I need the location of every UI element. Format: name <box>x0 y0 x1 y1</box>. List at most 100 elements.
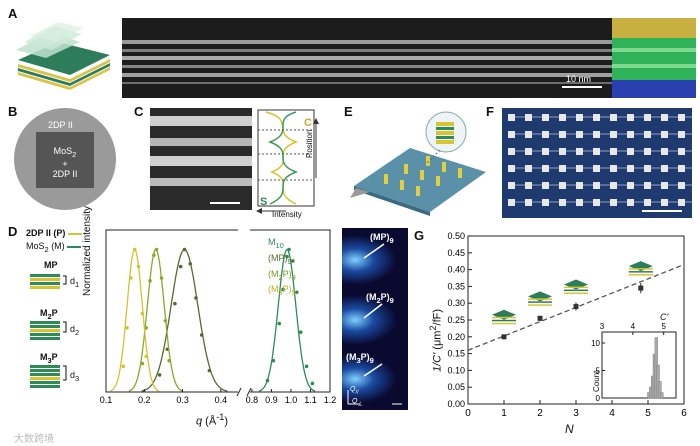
gisaxs-column: (MP)9 (M2P)9 (M3P)9 Q// Q⊥ <box>342 228 408 410</box>
panel-label-d: D <box>8 224 18 239</box>
device-pad <box>644 131 651 138</box>
device-pad <box>525 148 532 155</box>
xrd-tick-label: 1.2 <box>324 395 337 405</box>
device-pad <box>576 114 583 121</box>
axis-break-top <box>238 226 250 234</box>
inset-xtick-label: 4 <box>631 322 636 331</box>
xrd-curve <box>128 248 183 392</box>
device-pad <box>542 199 549 206</box>
xrd-ylabel: Normalized intensity <box>82 205 93 296</box>
xrd-data-point <box>129 276 133 280</box>
device-pad <box>661 148 668 155</box>
g-xtick-label: 4 <box>609 408 615 419</box>
device-pad <box>576 199 583 206</box>
g-xtick-label: 5 <box>645 408 651 419</box>
scale-bar-label: 10 nm <box>566 74 592 84</box>
gisaxs-image-1 <box>342 228 408 286</box>
device-pad <box>661 114 668 121</box>
qpar-label: Q// <box>350 386 359 396</box>
axis-break-mark <box>236 387 242 397</box>
label-s-green: S <box>260 196 268 208</box>
device-pad <box>559 199 566 206</box>
device-pad <box>525 199 532 206</box>
xrd-tick-label: 0.4 <box>215 395 228 405</box>
tem-cross-section-image: 10 nm <box>122 18 696 98</box>
device-pad <box>678 114 685 121</box>
device-pad <box>610 148 617 155</box>
flexible-device-illustration <box>350 111 486 216</box>
device-pad <box>593 131 600 138</box>
g-ytick-label: 0.50 <box>447 231 465 241</box>
g-xtick-label: 0 <box>465 408 471 419</box>
g-stack-layer <box>528 298 552 300</box>
stack-m3p-label: M3P <box>40 352 58 365</box>
device-pad <box>542 182 549 189</box>
device-pad <box>627 182 634 189</box>
device-pad <box>661 131 668 138</box>
stack-m3p-diagram <box>30 365 67 388</box>
stack-mp-label: MP <box>44 260 58 270</box>
g-data-point <box>537 315 543 321</box>
xrd-data-point <box>194 296 198 300</box>
device-pad <box>576 182 583 189</box>
g-ytick-label: 0.45 <box>447 248 465 258</box>
mos2-square <box>36 132 94 188</box>
wafer-center-label: MoS2 + 2DP II <box>52 146 78 179</box>
xrd-legend: M10 (MP)9 (M2P)9 (M3P)9 <box>268 236 296 299</box>
qperp-label: Q⊥ <box>352 398 363 408</box>
xrd-data-point <box>199 333 204 337</box>
g-data-point <box>638 285 644 291</box>
g-stack-layer <box>628 271 653 273</box>
device-pad <box>525 114 532 121</box>
gisaxs-image-3 <box>342 348 408 410</box>
g-stack-layer <box>628 268 653 270</box>
g-xtick-label: 3 <box>573 408 579 419</box>
device-pad <box>542 165 549 172</box>
device-pad <box>678 182 685 189</box>
axis-break-mark <box>246 387 252 397</box>
panel-label-a: A <box>8 6 18 21</box>
xrd-legend-m3p9: (M3P)9 <box>268 284 296 298</box>
device-pad <box>508 131 515 138</box>
xrd-data-point <box>167 358 171 363</box>
device-pad <box>627 114 634 121</box>
g-stack-icon <box>628 261 653 272</box>
xrd-data-point <box>157 373 162 377</box>
inset-ylabel: Count <box>592 370 601 392</box>
xrd-data-point <box>277 321 282 326</box>
device-pad <box>542 114 549 121</box>
device-pad <box>559 182 566 189</box>
g-ytick-label: 0.20 <box>447 332 465 342</box>
inset-xtick-label: 3 <box>600 322 605 331</box>
stack-m2p-label: M2P <box>40 308 58 321</box>
device-pad <box>644 148 651 155</box>
device-pad <box>661 165 668 172</box>
intensity-profile-plot <box>256 109 319 214</box>
gisaxs-label-1: (MP)9 <box>370 232 394 245</box>
legend-2dp: 2DP II (P) <box>26 228 82 238</box>
g-ytick-label: 0.30 <box>447 298 465 308</box>
xrd-curve <box>258 248 316 392</box>
g-ytick-label: 0.00 <box>447 399 465 409</box>
xrd-data-point <box>148 279 152 283</box>
device-pad <box>644 114 651 121</box>
device-pad <box>593 165 600 172</box>
device-pad <box>542 148 549 155</box>
device-pad <box>559 165 566 172</box>
xrd-data-point <box>207 368 212 373</box>
g-ytick-label: 0.35 <box>447 281 465 291</box>
g-ytick-label: 0.25 <box>447 315 465 325</box>
g-ytick-label: 0.40 <box>447 265 465 275</box>
g-xlabel: N <box>565 422 574 436</box>
xrd-data-point <box>159 276 164 280</box>
device-pad <box>525 165 532 172</box>
axis-position-label: Position <box>305 129 314 158</box>
device-pad <box>644 182 651 189</box>
xrd-data-point <box>125 326 129 330</box>
g-stack-layer <box>564 286 588 289</box>
device-pad <box>508 148 515 155</box>
xrd-data-point <box>285 254 289 259</box>
xrd-xlabel: q (Å-1) <box>196 412 229 428</box>
xrd-tick-label: 0.1 <box>100 395 113 405</box>
tem-zoom-image <box>150 108 252 210</box>
